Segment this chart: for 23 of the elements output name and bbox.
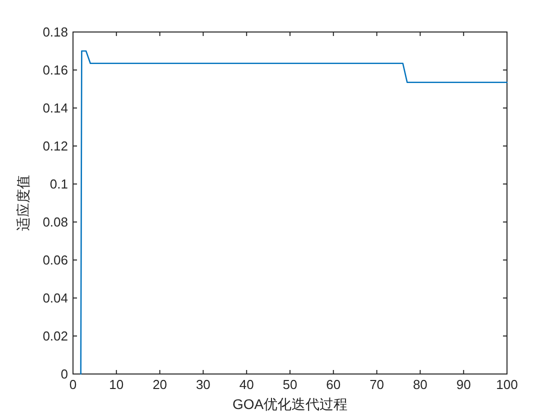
x-tick-label: 40 (239, 377, 254, 392)
x-tick-label: 60 (326, 377, 341, 392)
y-tick-label: 0.16 (42, 62, 68, 78)
x-tick-label: 50 (282, 377, 298, 392)
y-tick-label: 0.06 (42, 252, 68, 268)
y-tick-label: 0.18 (42, 24, 68, 40)
y-tick-label: 0.08 (42, 214, 68, 230)
y-tick-label: 0.02 (42, 328, 68, 344)
x-tick-label: 30 (196, 377, 210, 392)
x-tick-label: 80 (412, 377, 428, 392)
y-tick-label: 0.04 (42, 290, 68, 306)
y-tick-label: 0.14 (42, 100, 68, 116)
y-tick-label: 0 (60, 366, 68, 382)
x-tick-label: 10 (109, 377, 124, 392)
x-tick-label: 70 (370, 377, 384, 392)
x-tick-label: 100 (496, 377, 518, 392)
x-axis-title: GOA优化迭代过程 (232, 396, 348, 412)
y-tick-label: 0.12 (42, 138, 68, 154)
y-tick-label: 0.1 (50, 176, 68, 192)
line-series (80, 50, 508, 375)
x-tick-label: 20 (152, 377, 168, 392)
y-axis-title: 适应度值 (16, 175, 32, 231)
x-tick-label: 90 (456, 377, 471, 392)
